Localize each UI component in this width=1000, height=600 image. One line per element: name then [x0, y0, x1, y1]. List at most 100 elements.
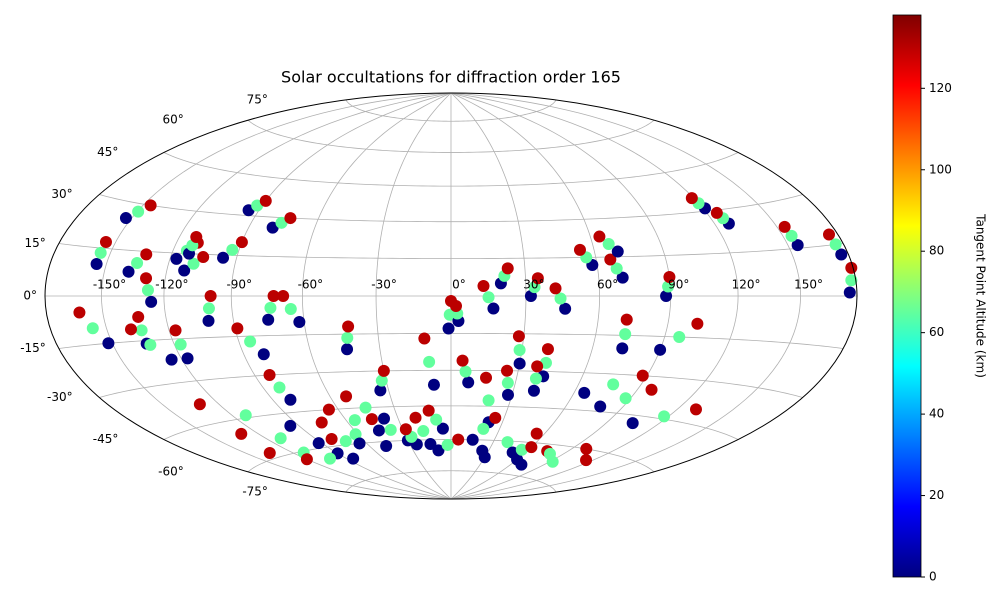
occultation-point [380, 439, 393, 452]
x-tick-label: -150° [93, 278, 126, 292]
occultation-point [239, 409, 252, 422]
occultation-point [501, 262, 514, 275]
occultation-point [477, 422, 490, 435]
occultation-point [620, 313, 633, 326]
occultation-point [264, 301, 277, 314]
colorbar-tick-label: 80 [929, 244, 944, 258]
occultation-point [422, 404, 435, 417]
occultation-point [466, 433, 479, 446]
occultation-point [119, 212, 132, 225]
occultation-point [409, 411, 422, 424]
occultation-point [372, 424, 385, 437]
occultation-point [375, 374, 388, 387]
occultation-point [341, 331, 354, 344]
occultation-point [359, 401, 372, 414]
x-tick-label: -30° [371, 278, 397, 292]
occultation-point [432, 444, 445, 457]
occultation-point [284, 212, 297, 225]
y-tick-label: -15° [20, 341, 46, 355]
occultation-point [845, 261, 858, 274]
occultation-point [131, 256, 144, 269]
occultation-point [512, 330, 525, 343]
occultation-point [531, 272, 544, 285]
occultation-point [325, 433, 338, 446]
occultation-point [501, 436, 514, 449]
occultation-point [835, 248, 848, 261]
occultation-point [845, 274, 858, 287]
occultation-point [529, 372, 542, 385]
occultation-point [531, 360, 544, 373]
occultation-point [506, 446, 519, 459]
occultation-point [459, 365, 472, 378]
occultation-point [165, 353, 178, 366]
y-tick-label: 75° [247, 92, 268, 106]
occultation-point [452, 433, 465, 446]
occultation-point [660, 290, 673, 302]
occultation-point [340, 390, 353, 403]
grid-line [99, 369, 803, 398]
occultation-point [645, 383, 658, 396]
y-tick-label: -45° [93, 432, 119, 446]
y-tick-label: -30° [47, 390, 73, 404]
y-tick-label: -60° [158, 464, 184, 478]
occultation-point [266, 221, 279, 234]
occultation-point [384, 423, 397, 436]
occultation-point [169, 324, 182, 337]
occultation-point [259, 194, 272, 207]
x-tick-label: 0° [452, 278, 466, 292]
occultation-point [187, 257, 200, 270]
occultation-point [843, 286, 856, 299]
occultation-point [193, 398, 206, 411]
colorbar-label: Tangent Point Altitude (km) [974, 213, 988, 378]
grid-line [247, 119, 655, 153]
occultation-point [441, 438, 454, 451]
occultation-point [418, 332, 431, 345]
occultation-point [462, 376, 475, 389]
occultation-point [594, 400, 607, 413]
occultation-point [602, 238, 615, 251]
map-boundary [44, 92, 858, 500]
occultation-point [619, 328, 632, 341]
occultation-point [132, 205, 145, 218]
grid-line [58, 243, 844, 259]
occultation-point [427, 378, 440, 391]
occultation-point [140, 272, 153, 285]
occultation-point [487, 302, 500, 315]
occultation-point [277, 290, 290, 302]
occultation-point [349, 428, 362, 441]
occultation-point [450, 300, 463, 313]
occultation-point [312, 437, 325, 450]
occultation-point [140, 248, 153, 261]
occultation-point [477, 279, 490, 292]
y-tick-label: 0° [23, 289, 37, 303]
marks [73, 192, 858, 471]
occultation-point [353, 437, 366, 450]
occultation-point [541, 343, 554, 356]
labels: -150° -120° -90° -60° -30° 0° 30° 60° 90° 120° 150… [20, 92, 823, 498]
colorbar-tick-label: 100 [929, 162, 952, 176]
occultation-point [417, 425, 430, 438]
x-tick-label: 120° [732, 278, 761, 292]
occultation-point [436, 422, 449, 435]
occultation-point [501, 388, 514, 401]
occultation-point [275, 216, 288, 229]
occultation-point [525, 441, 538, 454]
y-tick-label: 15° [25, 236, 46, 250]
occultation-point [662, 280, 675, 293]
occultation-point [244, 335, 257, 348]
occultation-point [144, 338, 157, 351]
occultation-point [791, 239, 804, 252]
y-tick-label: 30° [51, 187, 72, 201]
occultation-point [549, 282, 562, 295]
occultation-point [636, 369, 649, 382]
occultation-point [559, 302, 572, 315]
occultation-point [135, 324, 148, 337]
occultation-point [501, 376, 514, 389]
occultation-point [554, 292, 567, 305]
occultation-point [132, 310, 145, 323]
occultation-point [145, 295, 158, 308]
occultation-point [202, 314, 215, 327]
occultation-point [489, 411, 502, 424]
occultation-point [501, 364, 514, 377]
